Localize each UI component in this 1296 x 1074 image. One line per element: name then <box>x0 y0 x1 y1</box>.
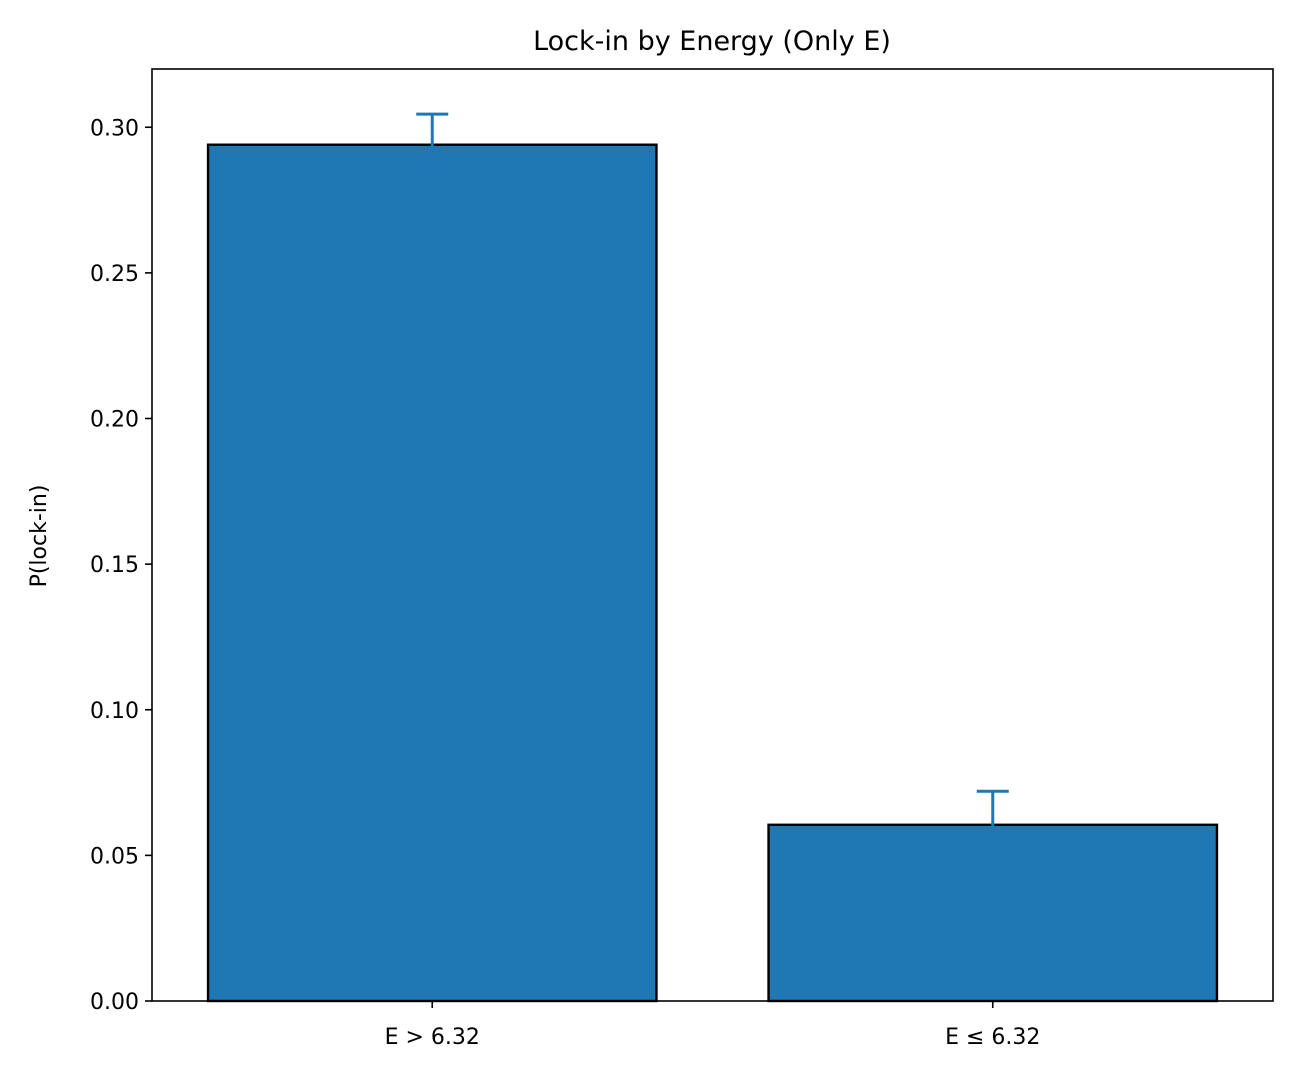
y-tick-label: 0.05 <box>90 844 139 869</box>
y-tick-label: 0.00 <box>90 990 139 1015</box>
bar <box>206 143 658 1003</box>
x-tick-label: E > 6.32 <box>385 1025 480 1050</box>
y-tick-label: 0.15 <box>90 553 139 578</box>
plot-area: 0.00 0.05 0.10 0.15 0.20 0.25 0.30 E > 6.32 E ≤ … <box>90 112 1219 1050</box>
plot-frame <box>151 68 1274 1002</box>
y-tick-label: 0.20 <box>90 408 139 433</box>
y-tick-label: 0.30 <box>90 116 139 141</box>
y-axis-label: P(lock-in) <box>27 485 52 588</box>
x-tick-label: E ≤ 6.32 <box>945 1025 1040 1050</box>
chart-title: Lock-in by Energy (Only E) <box>533 26 891 57</box>
y-tick-label: 0.10 <box>90 699 139 724</box>
y-tick-label: 0.25 <box>90 262 139 287</box>
